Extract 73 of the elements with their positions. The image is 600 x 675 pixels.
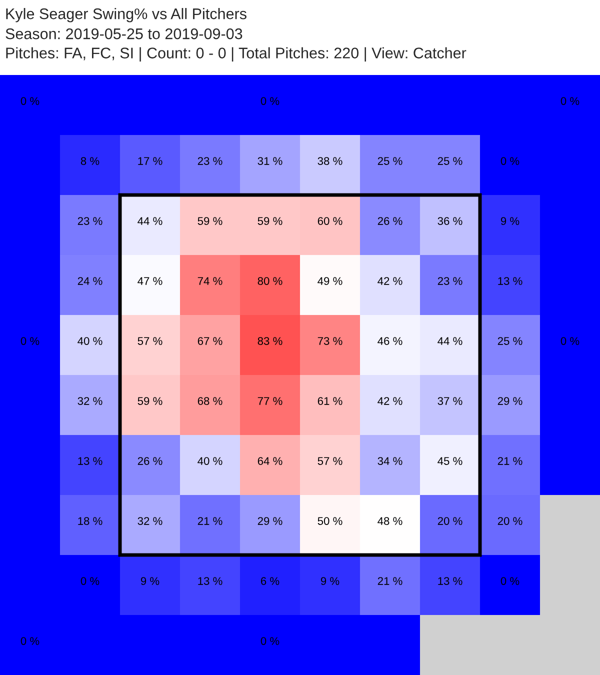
- data-label: 59 %: [138, 397, 162, 405]
- data-label: 29 %: [498, 397, 522, 405]
- data-label: 59 %: [198, 217, 222, 225]
- data-label: 80 %: [258, 277, 282, 285]
- data-label: 34 %: [378, 457, 402, 465]
- data-label: 0 %: [80, 577, 100, 585]
- data-label: 37 %: [438, 397, 462, 405]
- data-label: 42 %: [378, 397, 402, 405]
- data-label: 61 %: [318, 397, 342, 405]
- data-label: 20 %: [498, 517, 522, 525]
- chart-title: Kyle Seager Swing% vs All Pitchers: [6, 8, 246, 22]
- data-label: 17 %: [138, 157, 162, 165]
- data-label: 18 %: [78, 517, 102, 525]
- data-label: 59 %: [258, 217, 282, 225]
- data-label: 44 %: [438, 337, 462, 345]
- data-label: 0 %: [500, 577, 520, 585]
- data-label: 23 %: [78, 217, 102, 225]
- data-label: 9 %: [500, 217, 520, 225]
- data-label: 36 %: [438, 217, 462, 225]
- data-label: 0 %: [20, 637, 40, 645]
- data-label: 32 %: [138, 517, 162, 525]
- data-label: 44 %: [138, 217, 162, 225]
- data-label: 23 %: [438, 277, 462, 285]
- data-label: 13 %: [78, 457, 102, 465]
- data-label: 0 %: [560, 97, 580, 105]
- chart-subtitle: Season: 2019-05-25 to 2019-09-03 Pitches: FA, FC, SI | Count: 0 - 0 | Total Pitches: 220 | View: Catcher: [6, 28, 466, 62]
- data-label: 0 %: [20, 337, 40, 345]
- data-label: 83 %: [258, 337, 282, 345]
- data-label: 0 %: [560, 337, 580, 345]
- data-label: 8 %: [80, 157, 100, 165]
- data-label: 68 %: [198, 397, 222, 405]
- data-label: 60 %: [318, 217, 342, 225]
- data-label: 9 %: [140, 577, 160, 585]
- data-label: 49 %: [318, 277, 342, 285]
- data-label: 13 %: [498, 277, 522, 285]
- data-label: 77 %: [258, 397, 282, 405]
- data-label: 40 %: [198, 457, 222, 465]
- data-label: 48 %: [378, 517, 402, 525]
- data-label: 13 %: [198, 577, 222, 585]
- data-label: 25 %: [498, 337, 522, 345]
- data-label: 64 %: [258, 457, 282, 465]
- data-label: 74 %: [198, 277, 222, 285]
- data-label: 0 %: [260, 637, 280, 645]
- data-label: 0 %: [500, 157, 520, 165]
- data-label: 6 %: [260, 577, 280, 585]
- data-label: 47 %: [138, 277, 162, 285]
- data-label: 0 %: [260, 97, 280, 105]
- data-label: 42 %: [378, 277, 402, 285]
- data-label: 40 %: [78, 337, 102, 345]
- data-label: 25 %: [378, 157, 402, 165]
- data-label: 21 %: [378, 577, 402, 585]
- data-label: 31 %: [258, 157, 282, 165]
- data-label: 57 %: [318, 457, 342, 465]
- data-label: 0 %: [20, 97, 40, 105]
- data-label: 29 %: [258, 517, 282, 525]
- data-label: 45 %: [438, 457, 462, 465]
- data-label: 50 %: [318, 517, 342, 525]
- data-label: 23 %: [198, 157, 222, 165]
- data-label: 13 %: [438, 577, 462, 585]
- data-label: 9 %: [320, 577, 340, 585]
- data-label: 25 %: [438, 157, 462, 165]
- data-label: 38 %: [318, 157, 342, 165]
- data-label: 67 %: [198, 337, 222, 345]
- data-label: 57 %: [138, 337, 162, 345]
- data-label: 21 %: [198, 517, 222, 525]
- data-label: 24 %: [78, 277, 102, 285]
- data-label: 26 %: [378, 217, 402, 225]
- data-label: 32 %: [78, 397, 102, 405]
- data-label: 21 %: [498, 457, 522, 465]
- data-label: 26 %: [138, 457, 162, 465]
- data-label: 46 %: [378, 337, 402, 345]
- data-label: 73 %: [318, 337, 342, 345]
- data-label: 20 %: [438, 517, 462, 525]
